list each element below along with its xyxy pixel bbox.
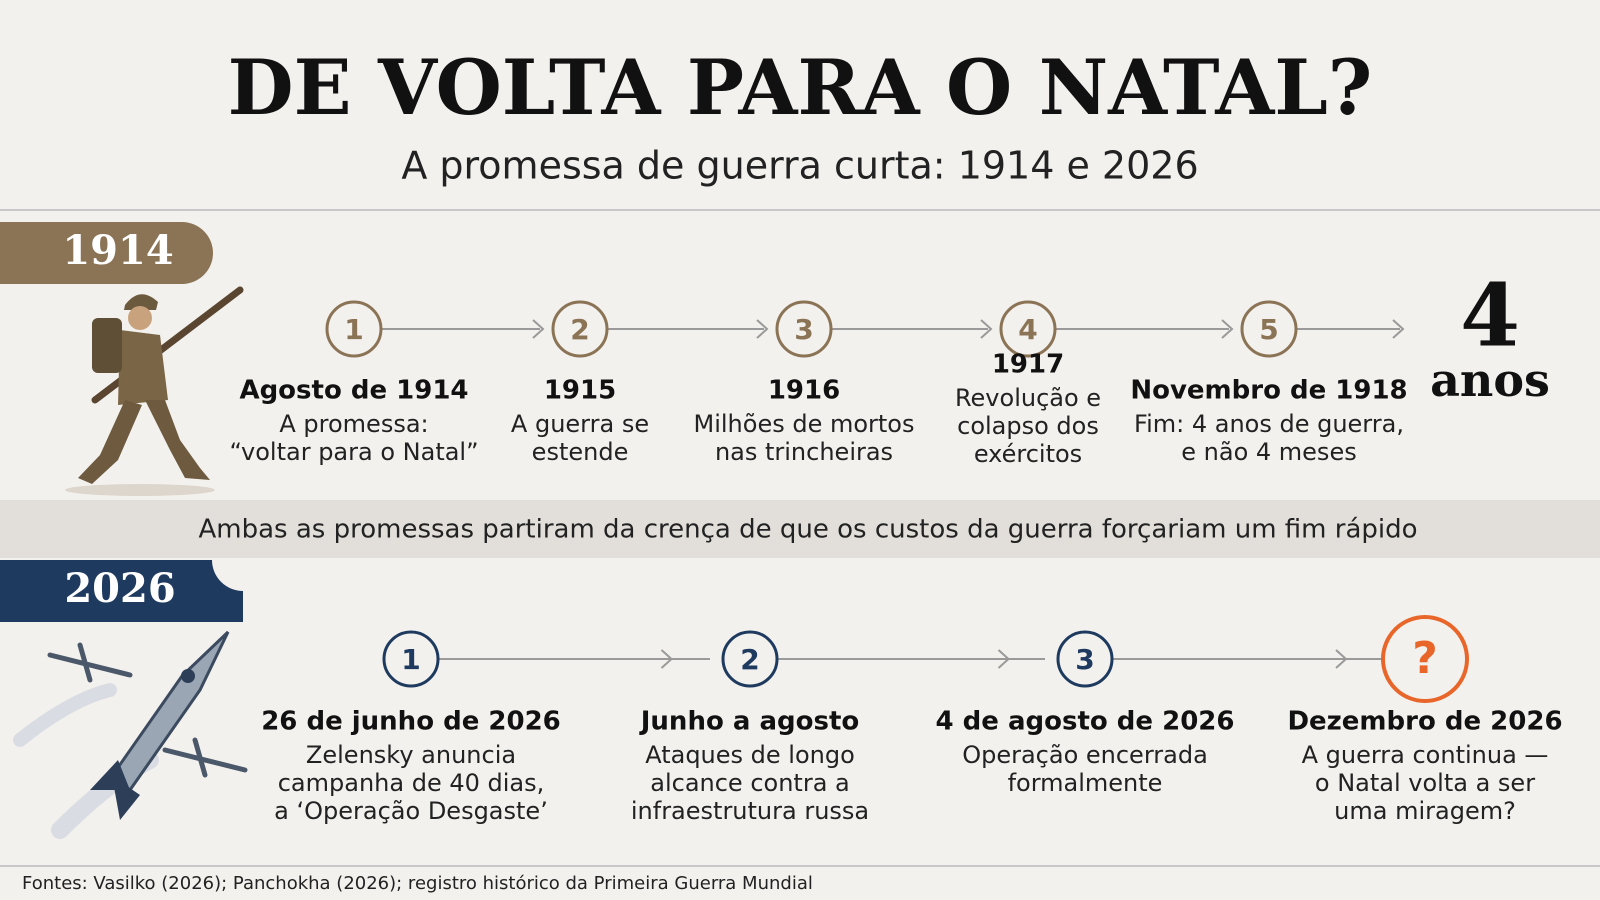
step-title: Novembro de 1918 xyxy=(1130,376,1407,406)
result-number: 4 xyxy=(1460,266,1520,367)
footer: Fontes: Vasilko (2026); Panchokha (2026)… xyxy=(22,873,813,894)
arrow xyxy=(980,319,993,339)
bridge-text: Ambas as promessas partiram da crença de… xyxy=(198,515,1417,545)
step-text: campanha de 40 dias, xyxy=(278,769,545,797)
step-circle xyxy=(1056,630,1114,688)
step-title: 26 de junho de 2026 xyxy=(261,707,561,737)
step-number: 5 xyxy=(1259,313,1278,346)
step-number: 4 xyxy=(1018,313,1037,346)
step-number: 3 xyxy=(794,313,813,346)
step-text: Milhões de mortos xyxy=(694,410,915,438)
step-text: Operação encerrada xyxy=(962,741,1208,769)
tab-label: 1914 xyxy=(62,227,173,274)
step-text: A guerra continua — xyxy=(1302,741,1549,769)
step-circle xyxy=(325,300,383,358)
step-number: 3 xyxy=(1075,643,1094,676)
result-unit: anos xyxy=(1430,353,1550,407)
step-circle xyxy=(1381,615,1469,703)
step-circle xyxy=(551,300,609,358)
step-title: Agosto de 1914 xyxy=(239,376,468,406)
tab-1914 xyxy=(0,222,213,284)
step-circle xyxy=(721,630,779,688)
step-text: Revolução e xyxy=(955,384,1101,412)
step-circle xyxy=(1240,300,1298,358)
step-text: colapso dos xyxy=(957,412,1099,440)
title: DE VOLTA PARA O NATAL? xyxy=(228,43,1373,132)
step-text: estende xyxy=(532,438,629,466)
step-text: Zelensky anuncia xyxy=(306,741,516,769)
step-text: formalmente xyxy=(1008,769,1163,797)
step-title: 4 de agosto de 2026 xyxy=(936,707,1235,737)
arrow xyxy=(1392,319,1405,339)
step-text: “voltar para o Natal” xyxy=(229,438,478,466)
rocket-illustration xyxy=(13,630,248,839)
arrow xyxy=(1335,649,1348,669)
step-text: A guerra se xyxy=(511,410,649,438)
step-title: 1915 xyxy=(544,376,616,406)
step-circle xyxy=(382,630,440,688)
step-text: A promessa: xyxy=(279,410,428,438)
step-text: exércitos xyxy=(974,440,1082,468)
step-text: alcance contra a xyxy=(650,769,850,797)
tab-label: 2026 xyxy=(64,565,175,612)
arrow xyxy=(1221,319,1234,339)
step-title: 1916 xyxy=(768,376,840,406)
step-text: uma miragem? xyxy=(1334,797,1516,825)
step-title: 1917 xyxy=(992,350,1064,380)
step-number: 1 xyxy=(344,313,363,346)
step-number: 2 xyxy=(570,313,589,346)
arrow xyxy=(532,319,545,339)
arrow xyxy=(756,319,769,339)
step-number: ? xyxy=(1412,633,1438,684)
step-text: e não 4 meses xyxy=(1181,438,1356,466)
step-number: 1 xyxy=(401,643,420,676)
step-text: Fim: 4 anos de guerra, xyxy=(1134,410,1404,438)
step-circle xyxy=(999,300,1057,358)
step-number: 2 xyxy=(740,643,759,676)
step-text: a ‘Operação Desgaste’ xyxy=(274,797,548,825)
arrow xyxy=(997,649,1010,669)
step-text: nas trincheiras xyxy=(715,438,893,466)
step-text: Ataques de longo xyxy=(645,741,855,769)
step-text: o Natal volta a ser xyxy=(1315,769,1535,797)
step-text: infraestrutura russa xyxy=(631,797,869,825)
soldier-illustration xyxy=(65,286,244,496)
tab-2026 xyxy=(0,560,243,622)
step-title: Junho a agosto xyxy=(639,707,860,737)
arrow xyxy=(660,649,673,669)
subtitle: A promessa de guerra curta: 1914 e 2026 xyxy=(401,144,1198,188)
step-title: Dezembro de 2026 xyxy=(1287,707,1562,737)
bridge-band xyxy=(0,500,1600,558)
step-circle xyxy=(775,300,833,358)
